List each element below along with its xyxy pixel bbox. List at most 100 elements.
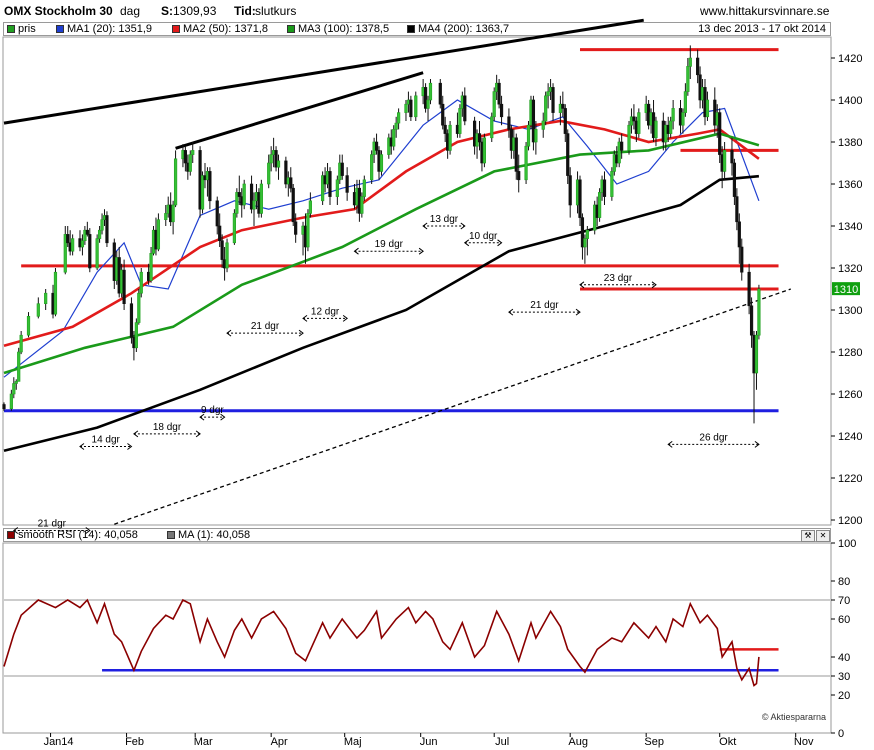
- y-tick-label: 1260: [838, 389, 862, 401]
- arrow-left-icon: [226, 329, 232, 337]
- candle-body: [669, 120, 673, 134]
- y-tick-label: 1320: [838, 263, 862, 275]
- candle-body: [267, 162, 271, 185]
- candle-body: [122, 269, 126, 305]
- x-tick-label: Jul: [495, 736, 509, 748]
- date-range: 13 dec 2013 - 17 okt 2014: [698, 23, 826, 35]
- candle-body: [345, 175, 349, 193]
- candle-body: [83, 229, 87, 241]
- candle-body: [259, 183, 263, 214]
- candle-body: [507, 116, 511, 130]
- candle-body: [249, 183, 254, 210]
- arrow-left-icon: [12, 527, 19, 534]
- rsi-ma-label: MA (1): 40,058: [178, 529, 251, 541]
- candle-body: [740, 246, 744, 273]
- candle-body: [492, 91, 496, 118]
- candle-body: [514, 137, 518, 172]
- credit-text: © Aktiespararna: [762, 712, 826, 722]
- site-link[interactable]: www.hittakursvinnare.se: [700, 4, 830, 18]
- candle-body: [232, 213, 236, 244]
- candle-body: [497, 82, 501, 105]
- candle-body: [563, 108, 567, 134]
- candle-body: [289, 177, 293, 189]
- candle-body: [482, 137, 487, 164]
- candle-body: [225, 242, 229, 269]
- day-count-label: 18 dgr: [153, 422, 182, 433]
- ma1-label: MA1 (20): 1351,9: [67, 23, 152, 35]
- wrench-icon[interactable]: ⚒: [801, 530, 815, 542]
- candle-body: [490, 116, 494, 139]
- candle-body: [723, 150, 727, 172]
- candle-body: [397, 112, 401, 124]
- candle-body: [747, 271, 751, 307]
- y-tick-label: 1380: [838, 137, 862, 149]
- type-value: slutkurs: [255, 4, 297, 18]
- candle-body: [134, 322, 138, 349]
- rsi-y-tick-label: 0: [838, 728, 844, 740]
- candle-body: [617, 141, 621, 164]
- y-tick-label: 1340: [838, 221, 862, 233]
- candle-body: [428, 82, 433, 101]
- candle-body: [294, 221, 298, 235]
- arrow-right-icon: [575, 308, 581, 316]
- candle-body: [463, 95, 467, 122]
- price-legend: pris MA1 (20): 1351,9 MA2 (50): 1371,8 M…: [3, 22, 831, 36]
- arrow-right-icon: [298, 329, 304, 337]
- candle-body: [477, 133, 482, 143]
- candle-body: [335, 179, 339, 197]
- candle-body: [17, 351, 21, 382]
- close-icon[interactable]: ✕: [816, 530, 830, 542]
- candle-body: [546, 91, 550, 97]
- candle-body: [321, 175, 325, 202]
- candle-body: [80, 240, 85, 248]
- day-count-label: 26 dgr: [699, 432, 728, 443]
- day-count-label: 12 dgr: [311, 306, 340, 317]
- candle-body: [183, 150, 187, 164]
- rsi-ma-swatch: [167, 531, 175, 539]
- candle-body: [276, 160, 281, 168]
- candle-body: [88, 234, 92, 269]
- arrow-right-icon: [460, 222, 466, 230]
- last-label: S:: [161, 4, 173, 18]
- ma2-label: MA2 (50): 1371,8: [183, 23, 268, 35]
- arrow-right-icon: [127, 443, 133, 450]
- day-count-label: 21 dgr: [530, 300, 559, 311]
- candle-body: [63, 234, 67, 273]
- x-tick-label: Aug: [568, 736, 588, 748]
- last-value: 1309,93: [173, 4, 217, 18]
- rsi-y-tick-label: 60: [838, 614, 850, 626]
- candle-body: [9, 393, 13, 409]
- x-tick-label: Jun: [420, 736, 438, 748]
- candle-body: [683, 91, 687, 113]
- candle-body: [627, 124, 631, 151]
- candle-body: [534, 129, 538, 143]
- candle-body: [14, 381, 18, 384]
- chart-header: OMX Stockholm 30 dag S: 1309,93 Tid: slu…: [0, 0, 874, 20]
- candle-body: [448, 124, 452, 151]
- rsi-panel: [2, 542, 832, 734]
- candle-body: [441, 103, 445, 126]
- candle-body: [308, 200, 312, 214]
- y-tick-label: 1200: [838, 515, 862, 527]
- candle-body: [71, 238, 75, 252]
- arrow-right-icon: [418, 247, 424, 255]
- rsi-y-tick-label: 80: [838, 576, 850, 588]
- arrow-left-icon: [353, 247, 359, 255]
- arrow-left-icon: [579, 281, 585, 289]
- day-count-label: 21 dgr: [251, 321, 280, 332]
- reference-line: [175, 71, 424, 150]
- candle-body: [85, 229, 89, 235]
- candle-body: [458, 108, 462, 134]
- candle-body: [36, 303, 40, 317]
- x-tick-label: Jan14: [44, 736, 74, 748]
- period-label: dag: [120, 4, 141, 18]
- arrow-right-icon: [651, 281, 657, 289]
- candle-body: [414, 95, 418, 118]
- arrow-left-icon: [422, 222, 428, 230]
- day-count-label: 21 dgr: [38, 519, 67, 530]
- candle-body: [95, 238, 99, 269]
- candle-body: [137, 292, 141, 323]
- ma4-label: MA4 (200): 1363,7: [418, 23, 510, 35]
